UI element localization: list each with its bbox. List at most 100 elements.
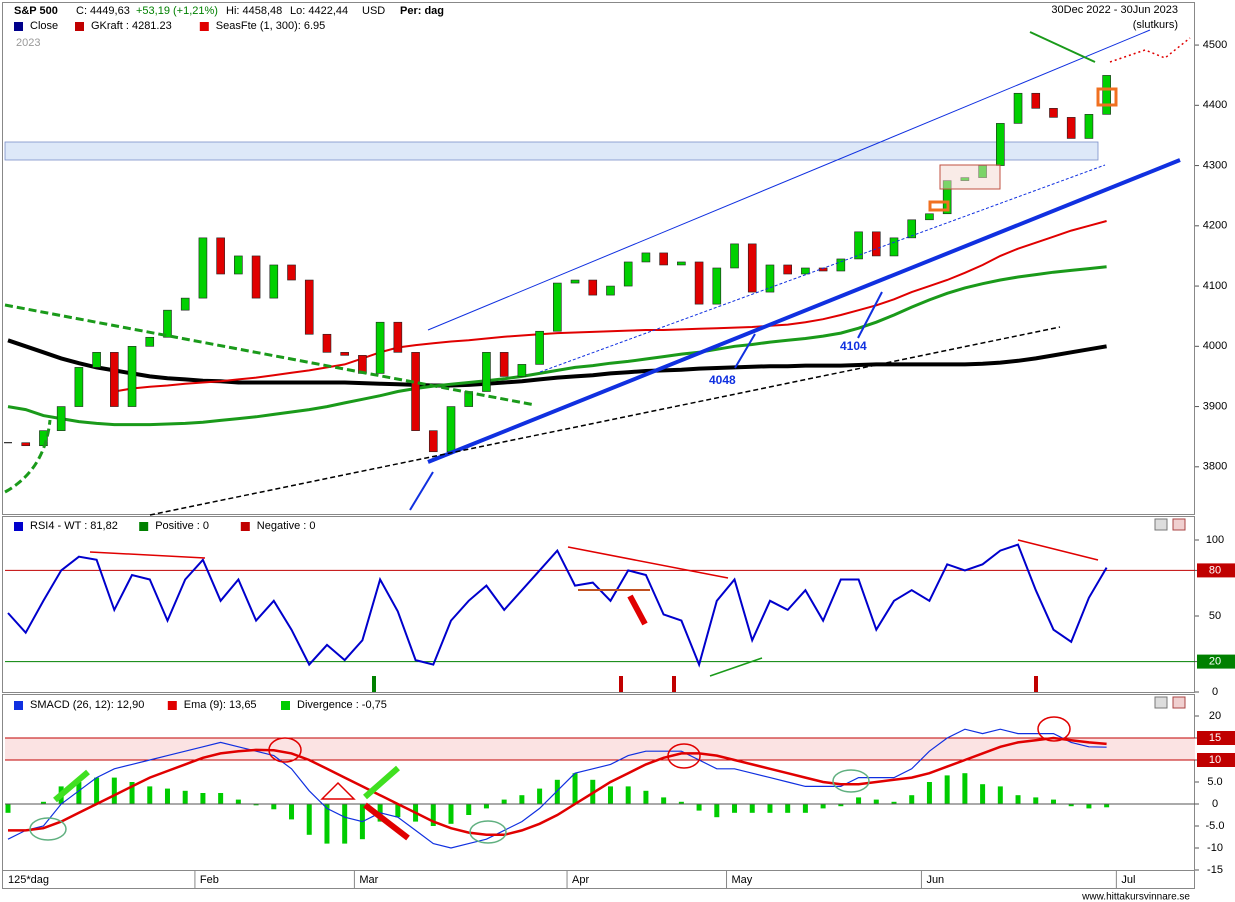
close-icon[interactable] xyxy=(1172,518,1186,531)
divergence-bar xyxy=(873,799,879,804)
marker-box xyxy=(939,164,1001,190)
marker-box xyxy=(928,200,950,212)
candle xyxy=(127,346,137,407)
divergence-bar xyxy=(767,804,773,813)
tick-box xyxy=(1197,563,1235,578)
divergence-bar xyxy=(572,773,578,804)
candle xyxy=(925,213,934,221)
y-tick-label: 3900 xyxy=(1203,400,1227,412)
arrow xyxy=(363,765,400,800)
divergence-bar xyxy=(714,804,720,818)
divergence-bar xyxy=(430,804,436,826)
divergence-bar xyxy=(607,786,613,804)
candle xyxy=(21,442,31,447)
candle xyxy=(56,406,66,431)
texts: S&P 500 C: 4449,63 +53,19 (+1,21%) Hi: 4… xyxy=(8,4,1190,902)
circle xyxy=(1037,716,1071,742)
signal xyxy=(372,676,376,692)
series-line xyxy=(7,265,1107,427)
divergence-bar xyxy=(164,788,170,804)
y-tick-label: 4300 xyxy=(1203,159,1227,171)
divergence-bar xyxy=(271,804,277,810)
y-tick-label: 5.0 xyxy=(1207,776,1222,788)
candle xyxy=(783,264,792,275)
tick-box xyxy=(1197,654,1235,669)
arrow xyxy=(734,333,756,369)
divergence-bar xyxy=(1015,795,1021,804)
candle xyxy=(641,252,651,263)
candle xyxy=(836,258,846,272)
candle xyxy=(623,261,633,287)
candle xyxy=(393,321,403,353)
tool-icon[interactable] xyxy=(1154,518,1168,531)
candle xyxy=(730,243,739,269)
divergence-bar xyxy=(129,782,135,804)
rsi-panel xyxy=(2,516,1195,693)
quote: Per: dag xyxy=(400,5,444,17)
x-tick-label: Apr xyxy=(572,874,589,886)
divergence-bar xyxy=(625,786,631,804)
divergence-bar xyxy=(838,804,844,807)
candle xyxy=(110,352,119,407)
channel-line xyxy=(539,164,1106,373)
y-tick-label: 3800 xyxy=(1203,461,1227,473)
annotation: 4104 xyxy=(840,339,867,353)
candle xyxy=(996,123,1005,166)
divergence-bar xyxy=(218,793,224,804)
y-tick-label: -5.0 xyxy=(1206,820,1225,832)
divergence-bar xyxy=(661,797,667,804)
quote: USD xyxy=(362,5,385,17)
divergence-bar xyxy=(342,804,348,844)
candle xyxy=(322,333,332,353)
quote: C: 4449,63 xyxy=(76,5,130,17)
divergence-bar xyxy=(519,795,525,804)
divergence-bar xyxy=(448,804,454,824)
divergence-bar xyxy=(1033,797,1039,804)
candle xyxy=(854,231,863,260)
x-tick-label: Jun xyxy=(926,874,944,886)
tool-icon[interactable] xyxy=(1154,696,1168,709)
y-tick-label: 4000 xyxy=(1203,340,1227,352)
y-tick-label: 4200 xyxy=(1203,220,1227,232)
divergence-bar xyxy=(200,793,206,804)
title: S&P 500 xyxy=(14,5,58,17)
y-tick-label: 20 xyxy=(1209,710,1221,722)
candle xyxy=(287,264,296,281)
candle xyxy=(1049,108,1058,118)
candle xyxy=(747,243,757,293)
legend-label: Ema (9): 13,65 xyxy=(184,699,257,711)
candle xyxy=(712,267,722,305)
divergence-bar xyxy=(182,790,188,804)
triangle xyxy=(320,781,356,800)
trend-line xyxy=(149,326,1061,516)
candle xyxy=(907,219,917,239)
y-tick-label: 4100 xyxy=(1203,280,1227,292)
candle xyxy=(269,264,279,299)
price-type: (slutkurs) xyxy=(1133,19,1178,31)
candle xyxy=(517,364,527,377)
y-tick-label: 0 xyxy=(1212,798,1218,810)
candle xyxy=(234,255,243,275)
candle xyxy=(889,237,899,257)
series-line xyxy=(7,338,1107,388)
divergence-bar xyxy=(1050,799,1056,804)
close-icon[interactable] xyxy=(1172,696,1186,709)
divergence-bar xyxy=(802,804,808,813)
trend-curve xyxy=(4,419,52,494)
divergence-bar xyxy=(997,786,1003,804)
divergence-bar xyxy=(1086,804,1092,809)
candle xyxy=(1031,92,1041,109)
arrow xyxy=(89,551,206,559)
legend-label: SeasFte (1, 300): 6.95 xyxy=(216,20,325,32)
legend-swatch xyxy=(14,22,23,31)
signal xyxy=(672,676,676,692)
legend-label: SMACD (26, 12): 12,90 xyxy=(30,699,144,711)
arrow xyxy=(1029,31,1096,63)
divergence-bar xyxy=(501,799,507,804)
arrow xyxy=(409,471,434,511)
candle xyxy=(446,406,456,453)
circle xyxy=(469,820,507,844)
arrow xyxy=(363,802,410,841)
candle xyxy=(92,352,101,368)
y-tick-label: 10 xyxy=(1209,754,1221,766)
